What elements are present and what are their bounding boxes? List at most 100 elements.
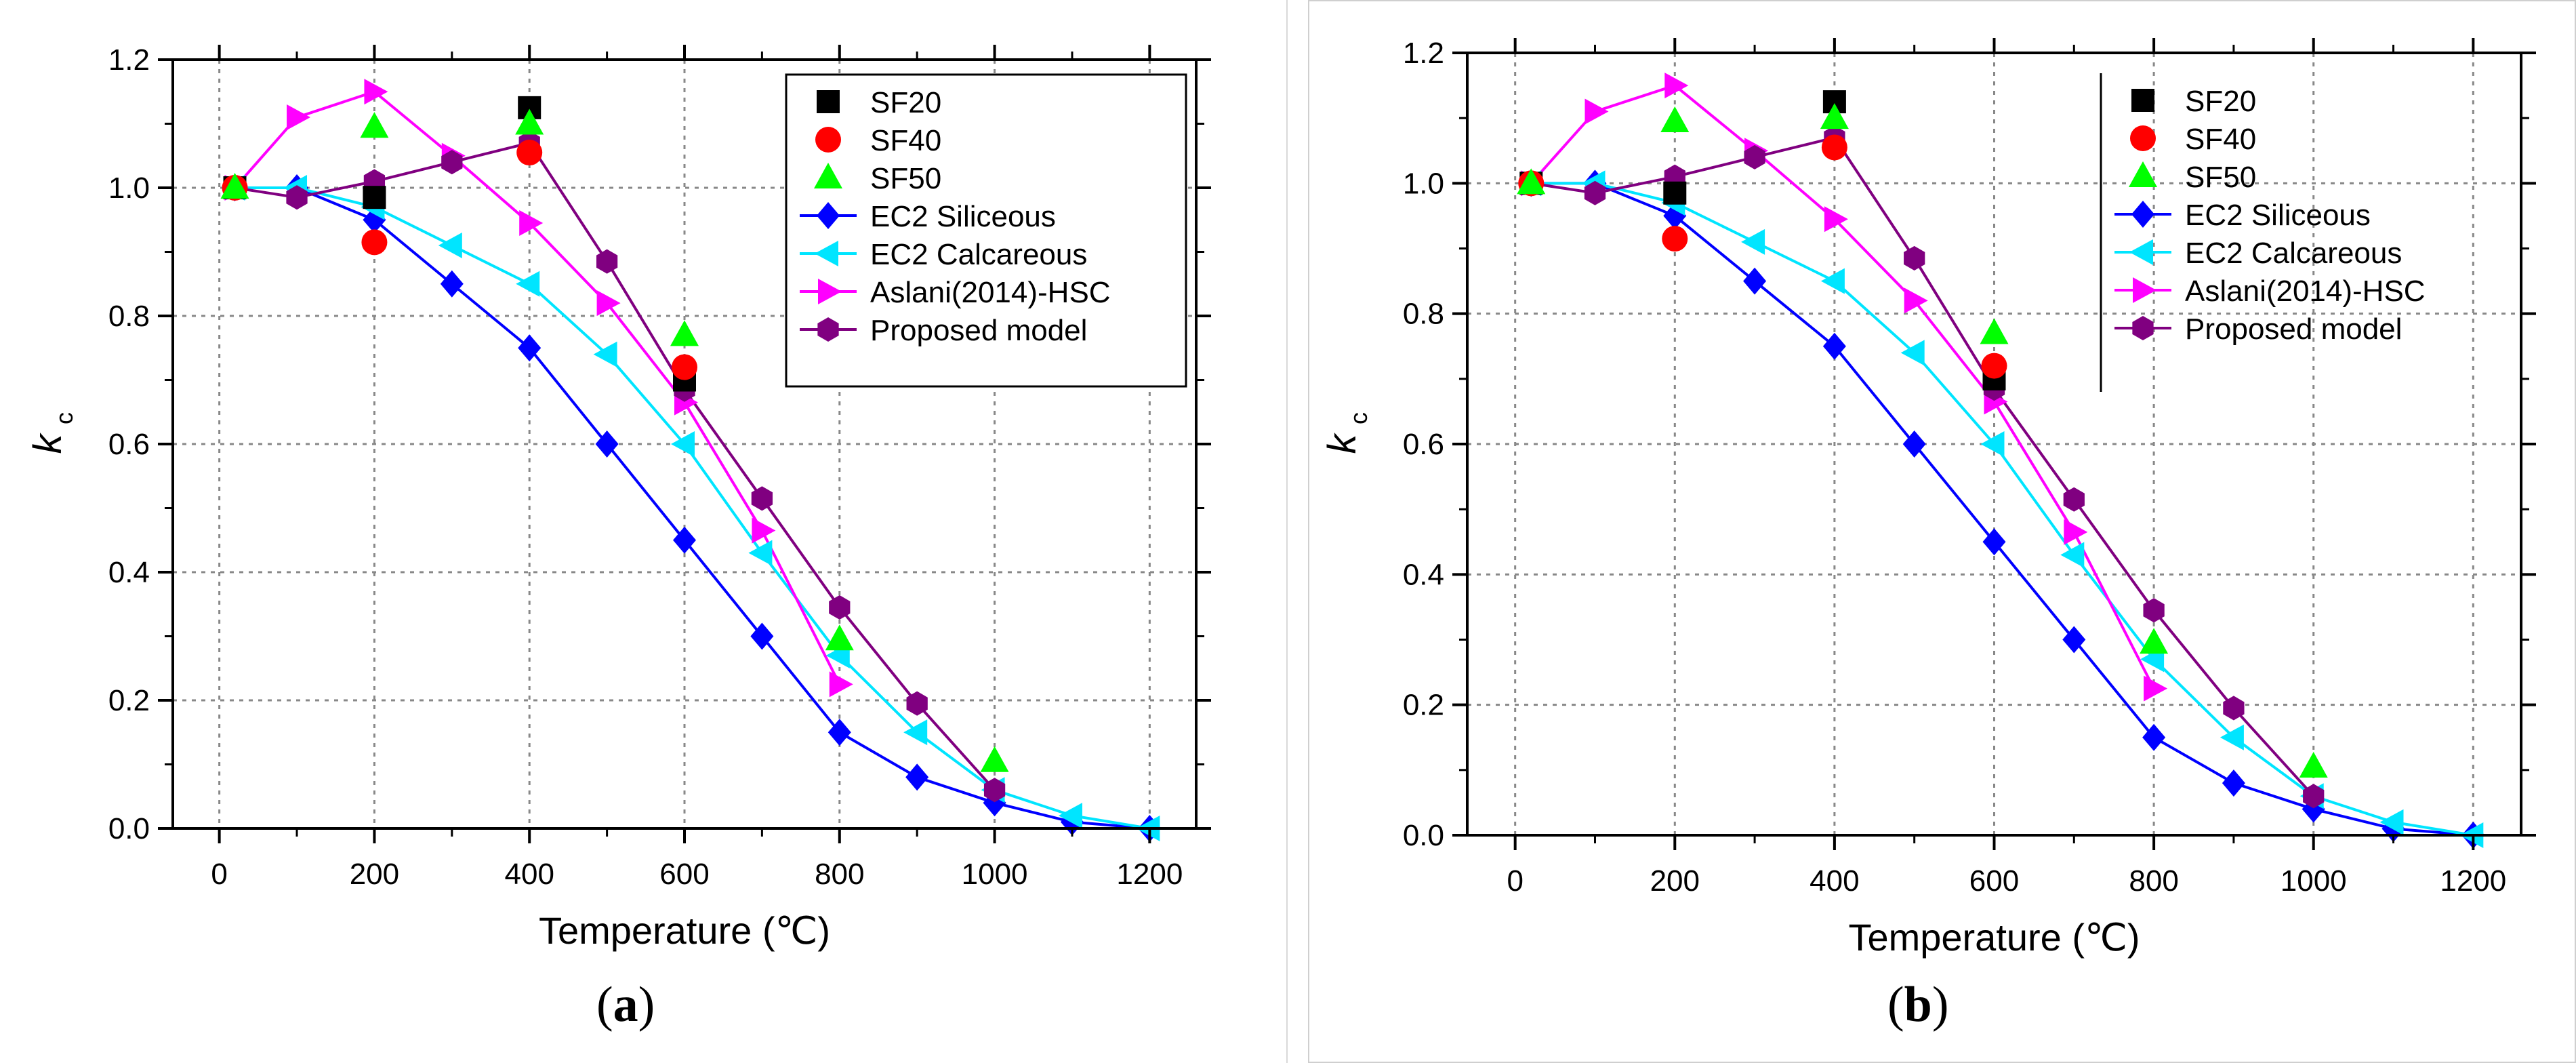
data-point-ec2-siliceous: [595, 430, 619, 458]
data-point-ec2-calcareous: [2060, 542, 2085, 568]
legend-label-sf40: SF40: [2185, 123, 2256, 156]
data-point-proposed-model: [983, 778, 1006, 803]
data-point-ec2-calcareous: [671, 431, 695, 457]
x-tick-label: 400: [1810, 864, 1859, 898]
legend-marker-sf40: [2130, 125, 2156, 151]
data-point-sf40: [1662, 226, 1688, 252]
y-axis-title: k: [1320, 433, 1364, 454]
series-markers-ec2-calcareous: [1517, 170, 2484, 848]
data-point-aslani-2014-hsc: [752, 517, 776, 544]
data-point-aslani-2014-hsc: [1585, 98, 1609, 125]
data-point-proposed-model: [829, 595, 851, 620]
data-point-proposed-model: [751, 486, 773, 511]
data-point-ec2-calcareous: [903, 719, 928, 746]
y-tick-label: 1.0: [1403, 167, 1444, 200]
y-tick-label: 1.2: [108, 43, 150, 77]
data-point-sf40: [1821, 134, 1847, 161]
legend-label-proposed-model: Proposed model: [870, 314, 1087, 347]
legend-label-sf20: SF20: [2185, 85, 2256, 118]
data-point-aslani-2014-hsc: [1824, 206, 1848, 233]
legend-label-ec2-calcareous: EC2 Calcareous: [870, 238, 1087, 271]
data-point-sf20: [363, 186, 386, 209]
y-tick-label: 0.0: [1403, 819, 1444, 852]
data-point-sf40: [361, 229, 388, 256]
data-point-sf50: [1820, 103, 1849, 129]
data-point-aslani-2014-hsc: [287, 104, 311, 131]
legend-b: SF20 SF40 SF50 EC2 Siliceous EC2 Calcareous A…: [2100, 73, 2426, 392]
series-markers-sf40: [1518, 134, 2007, 379]
y-tick-label: 0.8: [108, 300, 150, 333]
legend-marker-aslani-2014-hsc: [818, 279, 842, 304]
series-line-aslani-2014-hsc: [1530, 83, 2155, 689]
data-point-proposed-model: [596, 249, 618, 274]
x-tick-label: 1200: [2440, 864, 2506, 898]
data-point-proposed-model: [2143, 598, 2165, 623]
data-point-ec2-calcareous: [748, 540, 773, 566]
data-point-ec2-siliceous: [827, 719, 851, 746]
legend-marker-proposed-model: [817, 317, 839, 342]
data-point-proposed-model: [906, 691, 928, 716]
series-markers-sf40: [222, 140, 697, 380]
legend-marker-sf50: [2129, 161, 2157, 187]
legend-marker-ec2-calcareous: [2129, 239, 2153, 265]
data-point-ec2-calcareous: [1741, 228, 1765, 255]
data-point-proposed-model: [1744, 144, 1765, 169]
data-point-ec2-calcareous: [1980, 431, 2005, 457]
legend-marker-sf50: [814, 163, 842, 188]
data-point-ec2-siliceous: [2222, 769, 2245, 797]
data-point-ec2-calcareous: [1900, 340, 1925, 366]
data-point-sf40: [672, 354, 697, 380]
y-axis-title-subscript: c: [50, 412, 78, 424]
x-tick-label: 800: [2129, 864, 2178, 898]
legend-marker-sf20: [2131, 89, 2154, 112]
data-point-ec2-siliceous: [1982, 528, 2006, 556]
data-point-aslani-2014-hsc: [2144, 675, 2168, 702]
x-axis-title: Temperature (℃): [539, 909, 830, 952]
x-tick-label: 800: [815, 858, 864, 891]
data-point-ec2-calcareous: [516, 270, 540, 297]
data-point-ec2-siliceous: [2062, 626, 2086, 654]
legend-marker-ec2-calcareous: [815, 241, 838, 266]
data-point-proposed-model: [2063, 487, 2085, 512]
panel-label-a: (a): [596, 977, 655, 1032]
x-axis-title: Temperature (℃): [1848, 916, 2140, 959]
x-tick-label: 1000: [2281, 864, 2347, 898]
x-tick-label: 600: [1969, 864, 2019, 898]
legend-label-aslani-2014-hsc: Aslani(2014)-HSC: [870, 276, 1111, 309]
data-point-ec2-calcareous: [593, 341, 617, 367]
legend-marker-ec2-siliceous: [817, 202, 840, 229]
data-point-sf50: [220, 173, 249, 199]
panel-a-frame: [1286, 0, 1288, 1063]
legend-label-ec2-calcareous: EC2 Calcareous: [2185, 237, 2402, 270]
data-point-sf50: [1660, 106, 1690, 132]
legend-label-ec2-siliceous: EC2 Siliceous: [2185, 199, 2371, 232]
panel-label-b: (b): [1887, 977, 1949, 1032]
legend-label-sf20: SF20: [870, 86, 941, 119]
x-tick-label: 0: [1507, 864, 1523, 898]
panel-b-frame: [1308, 0, 2576, 1063]
data-point-sf50: [2299, 752, 2328, 778]
y-tick-label: 0.6: [108, 428, 150, 461]
legend-marker-proposed-model: [2132, 315, 2154, 341]
data-point-sf50: [670, 320, 699, 346]
data-point-sf50: [2140, 628, 2169, 654]
legend-label-ec2-siliceous: EC2 Siliceous: [870, 200, 1056, 233]
y-axis-title-subscript: c: [1345, 412, 1372, 424]
legend-label-sf50: SF50: [2185, 161, 2256, 194]
series-line-aslani-2014-hsc: [234, 90, 841, 685]
data-point-sf50: [980, 746, 1009, 772]
legend-box: [785, 73, 1187, 388]
data-point-ec2-calcareous: [1820, 268, 1845, 294]
data-point-sf50: [360, 112, 389, 138]
data-point-aslani-2014-hsc: [2064, 519, 2088, 545]
data-point-aslani-2014-hsc: [829, 671, 853, 698]
chart-panel-b: 0 200 400 600 800 1000 1200 0.0 0.2 0.4 0.6 0.8 1.0 1…: [1320, 37, 2536, 959]
data-point-sf50: [1517, 168, 1546, 195]
data-point-proposed-model: [441, 150, 463, 175]
data-point-ec2-siliceous: [2142, 723, 2166, 751]
data-point-ec2-siliceous: [1902, 430, 1926, 458]
legend-label-sf50: SF50: [870, 162, 941, 195]
data-point-ec2-siliceous: [518, 334, 541, 362]
y-tick-label: 0.2: [1403, 689, 1444, 722]
data-point-sf40: [1981, 353, 2007, 379]
